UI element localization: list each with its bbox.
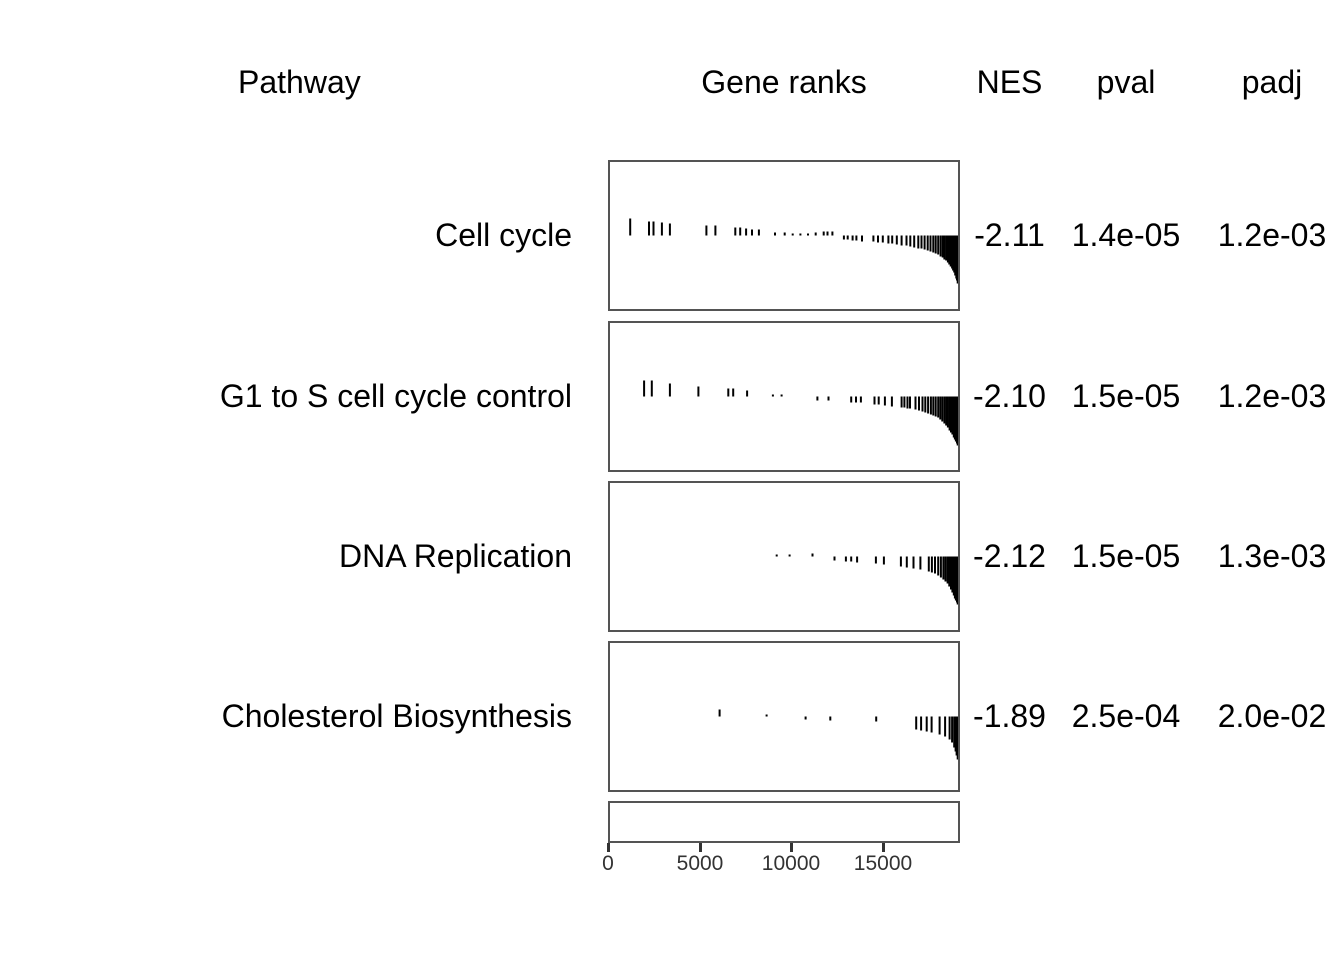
nes-value: -2.10 <box>973 378 1046 414</box>
padj-value: 1.2e-03 <box>1217 217 1327 253</box>
rank-axis-tick-label: 10000 <box>761 852 821 875</box>
rank-axis-tick <box>699 843 702 852</box>
rank-axis-tick-label: 15000 <box>853 852 913 875</box>
pval-value: 2.5e-04 <box>1071 698 1181 734</box>
pval-value: 1.5e-05 <box>1071 378 1181 414</box>
pathway-label: G1 to S cell cycle control <box>219 378 572 414</box>
gene-rank-ticks <box>718 709 958 760</box>
padj-value: 1.2e-03 <box>1217 378 1327 414</box>
nes-value: -2.12 <box>973 538 1046 574</box>
nes-value: -1.89 <box>973 698 1046 734</box>
pval-value: 1.4e-05 <box>1071 217 1181 253</box>
pathway-row: Cell cycle -2.11 1.4e-05 1.2e-03 <box>0 160 1344 311</box>
pval-column-header: pval <box>1096 63 1156 100</box>
gene-rank-ticks <box>643 380 958 446</box>
nes-value: -2.11 <box>974 217 1045 253</box>
pathway-row: G1 to S cell cycle control -2.10 1.5e-05… <box>0 321 1344 472</box>
gene-rank-ticks <box>775 553 958 605</box>
gene-ranks-plot <box>608 481 960 632</box>
gene-ranks-plot <box>608 641 960 792</box>
rank-axis-tick <box>882 843 885 852</box>
rank-axis-tick <box>607 843 610 852</box>
pathway-label: DNA Replication <box>339 538 572 574</box>
rank-axis-box <box>608 801 960 843</box>
gene-ranks-plot <box>608 321 960 472</box>
pval-value: 1.5e-05 <box>1071 538 1181 574</box>
rank-axis-tick-label: 5000 <box>676 852 724 875</box>
padj-value: 1.3e-03 <box>1217 538 1327 574</box>
pathway-row: DNA Replication -2.12 1.5e-05 1.3e-03 <box>0 481 1344 632</box>
padj-column-header: padj <box>1241 63 1303 100</box>
gene-ranks-plot <box>608 160 960 311</box>
rank-axis-tick <box>790 843 793 852</box>
pathway-label: Cell cycle <box>435 217 572 253</box>
gene-ranks-column-header: Gene ranks <box>701 63 867 100</box>
gene-rank-ticks <box>629 218 958 284</box>
pathway-label: Cholesterol Biosynthesis <box>221 698 572 734</box>
padj-value: 2.0e-02 <box>1217 698 1327 734</box>
rank-axis-tick-label: 0 <box>602 852 614 875</box>
pathway-row: Cholesterol Biosynthesis -1.89 2.5e-04 2… <box>0 641 1344 792</box>
nes-column-header: NES <box>976 63 1043 100</box>
pathway-column-header: Pathway <box>238 63 361 100</box>
